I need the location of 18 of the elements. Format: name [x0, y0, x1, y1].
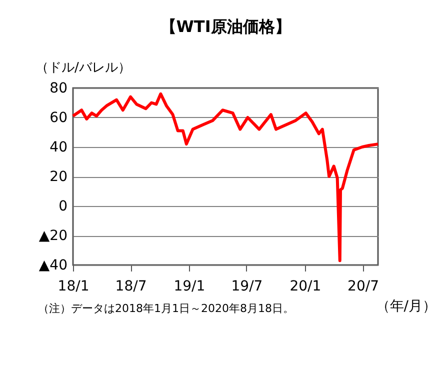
- x-tick-label: 19/1: [174, 278, 206, 294]
- x-tick-label: 19/7: [231, 278, 263, 294]
- y-axis-title: （ドル/バレル）: [36, 60, 131, 76]
- text: （注）データは2018年1月1日～2020年8月18日。: [38, 302, 294, 315]
- y-tick-label: 60: [50, 110, 68, 126]
- x-tick-label: 20/1: [290, 278, 322, 294]
- x-tick-label: 18/7: [115, 278, 147, 294]
- x-tick-label: 18/1: [58, 278, 90, 294]
- y-tick-label: ▲40: [38, 258, 68, 274]
- x-axis-title: （年/月）: [376, 298, 436, 314]
- y-tick-label: 0: [58, 198, 68, 214]
- chart-title: 【WTI原油価格】: [160, 17, 291, 36]
- y-tick-label: ▲20: [38, 228, 68, 244]
- y-tick-label: 20: [50, 169, 68, 185]
- x-tick-label: 20/7: [348, 278, 379, 294]
- line-series: [72, 92, 380, 262]
- y-tick-label: 80: [50, 80, 68, 96]
- y-tick-label: 40: [50, 140, 68, 156]
